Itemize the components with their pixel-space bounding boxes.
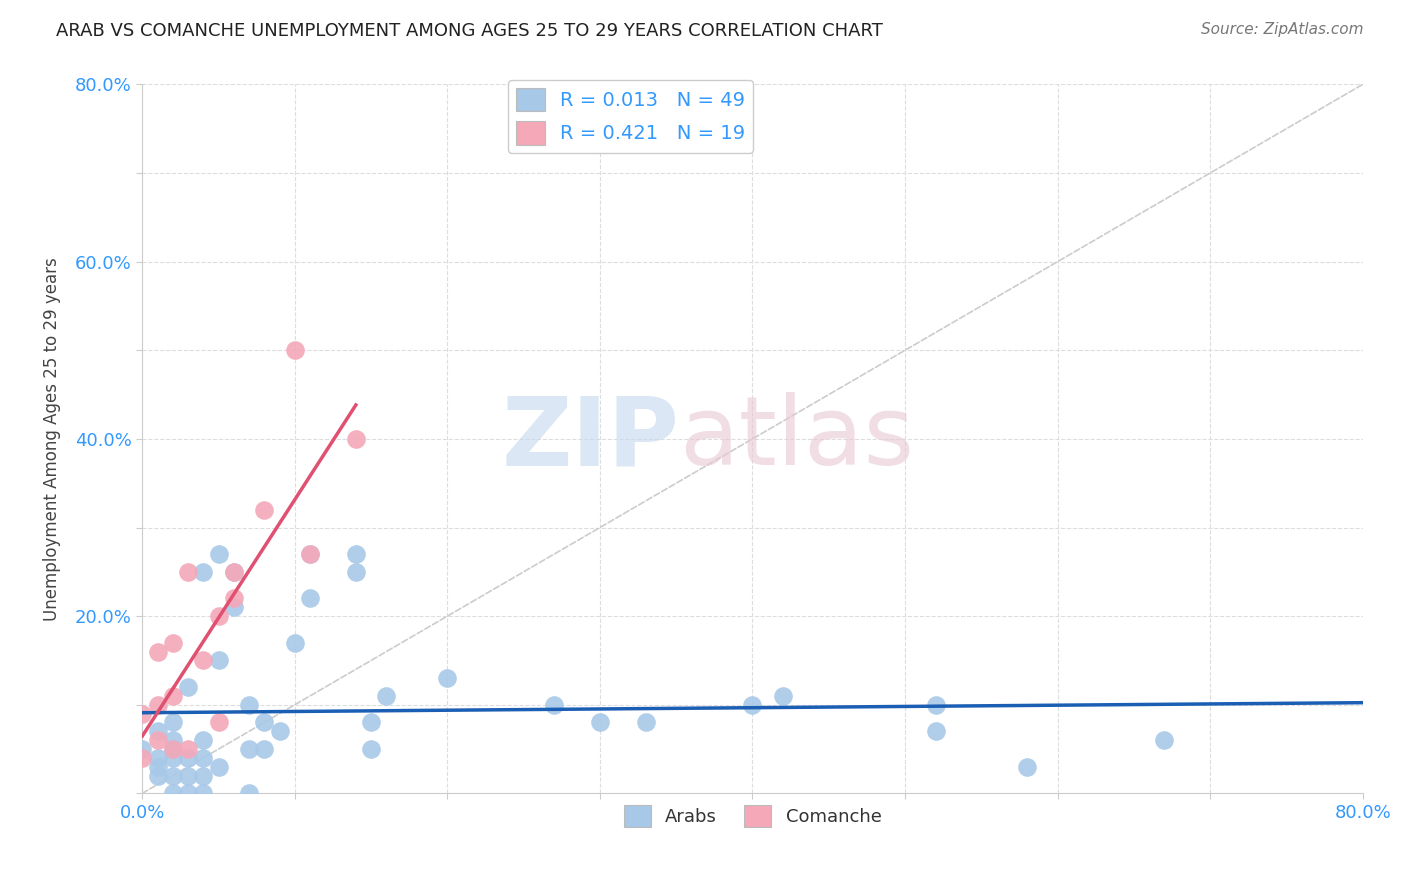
Text: atlas: atlas	[679, 392, 914, 485]
Point	[177, 742, 200, 756]
Point	[299, 591, 322, 606]
Point	[299, 547, 322, 561]
Point	[177, 680, 200, 694]
Y-axis label: Unemployment Among Ages 25 to 29 years: Unemployment Among Ages 25 to 29 years	[44, 257, 60, 621]
Point	[589, 715, 612, 730]
Point	[177, 565, 200, 579]
Point	[344, 432, 367, 446]
Point	[162, 715, 184, 730]
Text: ARAB VS COMANCHE UNEMPLOYMENT AMONG AGES 25 TO 29 YEARS CORRELATION CHART: ARAB VS COMANCHE UNEMPLOYMENT AMONG AGES…	[56, 22, 883, 40]
Point	[299, 547, 322, 561]
Point	[146, 698, 169, 712]
Point	[193, 653, 215, 667]
Point	[146, 733, 169, 747]
Point	[375, 689, 398, 703]
Point	[238, 698, 260, 712]
Point	[177, 786, 200, 800]
Legend: Arabs, Comanche: Arabs, Comanche	[616, 797, 889, 834]
Point	[207, 715, 229, 730]
Point	[222, 591, 245, 606]
Point	[253, 742, 276, 756]
Point	[146, 769, 169, 783]
Point	[269, 724, 291, 739]
Point	[741, 698, 763, 712]
Point	[772, 689, 794, 703]
Point	[360, 715, 382, 730]
Point	[146, 724, 169, 739]
Point	[162, 733, 184, 747]
Point	[253, 715, 276, 730]
Point	[1015, 760, 1038, 774]
Point	[222, 600, 245, 615]
Point	[162, 769, 184, 783]
Point	[131, 742, 153, 756]
Point	[238, 786, 260, 800]
Point	[193, 565, 215, 579]
Point	[634, 715, 657, 730]
Point	[193, 733, 215, 747]
Point	[1153, 733, 1175, 747]
Text: ZIP: ZIP	[502, 392, 679, 485]
Point	[146, 751, 169, 765]
Point	[253, 503, 276, 517]
Point	[543, 698, 565, 712]
Point	[207, 609, 229, 624]
Point	[924, 724, 946, 739]
Point	[162, 751, 184, 765]
Point	[193, 769, 215, 783]
Point	[177, 751, 200, 765]
Point	[924, 698, 946, 712]
Point	[162, 636, 184, 650]
Text: Source: ZipAtlas.com: Source: ZipAtlas.com	[1201, 22, 1364, 37]
Point	[193, 751, 215, 765]
Point	[162, 689, 184, 703]
Point	[146, 760, 169, 774]
Point	[238, 742, 260, 756]
Point	[207, 653, 229, 667]
Point	[162, 786, 184, 800]
Point	[162, 742, 184, 756]
Point	[436, 671, 458, 685]
Point	[284, 343, 307, 358]
Point	[207, 760, 229, 774]
Point	[193, 786, 215, 800]
Point	[207, 547, 229, 561]
Point	[344, 565, 367, 579]
Point	[284, 636, 307, 650]
Point	[177, 769, 200, 783]
Point	[222, 565, 245, 579]
Point	[360, 742, 382, 756]
Point	[344, 547, 367, 561]
Point	[222, 565, 245, 579]
Point	[131, 706, 153, 721]
Point	[162, 742, 184, 756]
Point	[146, 644, 169, 658]
Point	[131, 751, 153, 765]
